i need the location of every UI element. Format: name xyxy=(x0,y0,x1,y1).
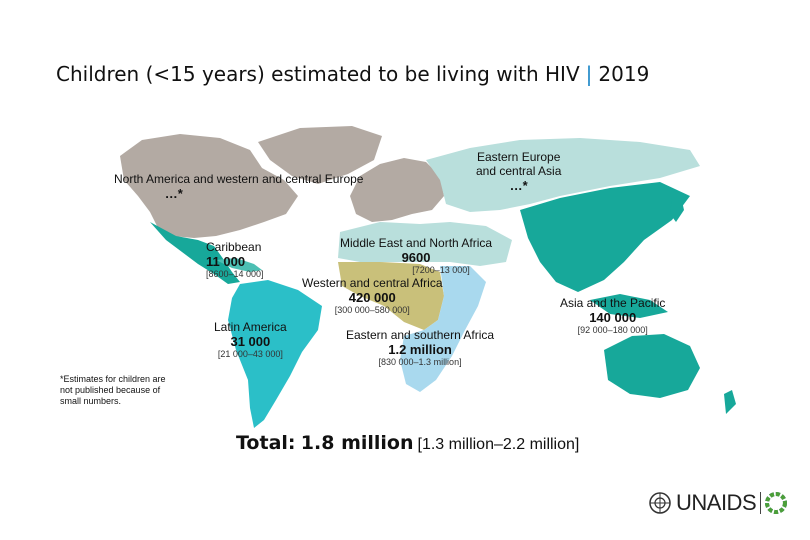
region-value: …* xyxy=(164,186,183,201)
eastern-europe-central-asia-shape xyxy=(426,138,700,212)
region-value: 1.2 million xyxy=(388,342,452,357)
region-name-line1: Eastern Europe xyxy=(477,150,561,164)
new-zealand-shape xyxy=(724,390,736,414)
region-name: Middle East and North Africa xyxy=(340,236,493,250)
total-range: [1.3 million–2.2 million] xyxy=(417,436,580,453)
region-name: Eastern and southern Africa xyxy=(346,328,495,342)
title-year: 2019 xyxy=(598,62,650,86)
label-esa: Eastern and southern Africa 1.2 million … xyxy=(346,328,494,367)
southeast-asia-islands-shape xyxy=(590,294,668,318)
region-value: 420 000 xyxy=(348,290,396,305)
label-north-america: North America and western and central Eu… xyxy=(114,172,363,201)
total-line: Total: 1.8 million [1.3 million–2.2 milli… xyxy=(236,432,579,455)
region-value: 9600 xyxy=(401,250,431,265)
sdg-wheel-icon xyxy=(765,492,788,514)
unaids-logo: UNAIDS xyxy=(648,490,788,516)
un-emblem-icon xyxy=(649,492,671,514)
western-central-africa-shape xyxy=(338,262,444,330)
region-name: North America and western and central Eu… xyxy=(114,172,364,186)
region-range: [7200–13 000] xyxy=(412,265,470,275)
region-value: 140 000 xyxy=(589,310,637,325)
central-america-shape xyxy=(150,222,240,284)
region-range: [830 000–1.3 million] xyxy=(378,357,462,367)
south-america-shape xyxy=(228,280,322,428)
greenland-shape xyxy=(258,126,382,184)
title-separator: | xyxy=(585,62,593,86)
page-title: Children (<15 years) estimated to be liv… xyxy=(56,62,649,86)
label-asia-pacific: Asia and the Pacific 140 000 [92 000–180… xyxy=(560,296,665,335)
japan-shape xyxy=(670,192,684,222)
label-eastern-europe: Eastern Europe and central Asia …* xyxy=(476,150,561,193)
region-name: Asia and the Pacific xyxy=(560,296,666,310)
region-range: [21 000–43 000] xyxy=(217,349,283,359)
region-name-line2: and central Asia xyxy=(476,164,562,178)
label-wca: Western and central Africa 420 000 [300 … xyxy=(302,276,443,315)
region-value: …* xyxy=(509,178,528,193)
australia-shape xyxy=(604,334,700,398)
region-name: Western and central Africa xyxy=(302,276,443,290)
middle-east-north-africa-shape xyxy=(338,222,512,266)
logo-divider xyxy=(760,492,762,514)
region-range: [92 000–180 000] xyxy=(577,325,648,335)
region-range: [300 000–580 000] xyxy=(334,305,410,315)
label-latin-america: Latin America 31 000 [21 000–43 000] xyxy=(214,320,287,359)
asia-pacific-shape xyxy=(520,182,690,292)
region-name: Latin America xyxy=(214,320,287,334)
label-caribbean: Caribbean 11 000 [8600–14 000] xyxy=(206,240,264,279)
region-value: 31 000 xyxy=(230,334,271,349)
caribbean-shape xyxy=(216,258,262,272)
total-value: 1.8 million xyxy=(300,432,414,454)
region-name: Caribbean xyxy=(206,240,262,254)
footnote: *Estimates for children are not publishe… xyxy=(60,374,166,406)
eastern-southern-africa-shape xyxy=(400,266,486,392)
region-value: 11 000 xyxy=(206,254,246,269)
north-america-shape xyxy=(120,134,298,238)
total-label: Total: xyxy=(236,432,296,454)
logo-text: UNAIDS xyxy=(676,490,757,515)
region-range: [8600–14 000] xyxy=(206,269,264,279)
label-mena: Middle East and North Africa 9600 [7200–… xyxy=(340,236,492,275)
title-main: Children (<15 years) estimated to be liv… xyxy=(56,62,580,86)
europe-shape xyxy=(350,158,444,222)
